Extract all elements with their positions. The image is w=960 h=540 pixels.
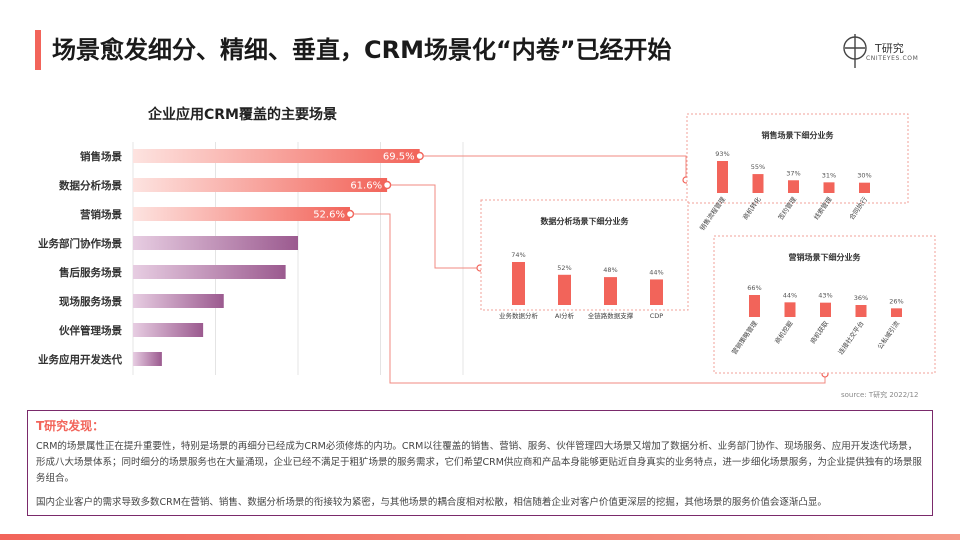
sub-bar <box>823 182 835 193</box>
source-note: source: T研究 2022/12 <box>841 391 919 399</box>
bar-end-marker <box>345 209 355 219</box>
category-label: 售后服务场景 <box>59 266 122 279</box>
title-accent-bar <box>35 30 41 70</box>
logo-subtitle: CNITEYES.COM <box>866 55 919 62</box>
sub-panel-title: 数据分析场景下细分业务 <box>541 216 630 226</box>
category-label: 现场服务场景 <box>59 295 122 308</box>
sub-bar <box>788 180 799 193</box>
sub-bar <box>558 274 571 305</box>
sub-bar <box>855 305 867 317</box>
sub-panels: 销售场景下细分业务93%销售流程管理55%商机转化37%签约管理31%线索管理3… <box>480 113 936 374</box>
main-bars: 销售场景 69.5% 数据分析场景 61.6% 营销场景 52.6% 业务部门协作场景售后服… <box>38 149 424 366</box>
sub-bar <box>512 262 525 305</box>
findings-title: T研究发现： <box>36 419 105 433</box>
sub-bar-value: 66% <box>747 284 761 292</box>
page-title: 场景愈发细分、精细、垂直，CRM场景化“内卷”已经开始 <box>52 36 672 64</box>
bar <box>133 323 204 337</box>
sub-bar-value: 36% <box>854 294 868 302</box>
sub-bar <box>820 302 831 317</box>
sub-bar-value: 74% <box>511 251 525 259</box>
sub-category-label: AI分析 <box>555 311 575 320</box>
bar <box>133 178 388 192</box>
sub-bar <box>891 308 902 317</box>
connector-line <box>390 184 480 269</box>
sub-panel-title: 营销场景下细分业务 <box>789 252 862 262</box>
category-label: 业务应用开发迭代 <box>38 353 122 366</box>
sub-bar-value: 30% <box>857 172 871 180</box>
sub-bar-value: 31% <box>822 171 836 179</box>
sub-category-label: 全链路数据支撑 <box>588 311 634 320</box>
sub-bar <box>784 302 796 317</box>
logo-icon <box>843 34 867 68</box>
bar <box>133 149 420 163</box>
sub-bar-value: 26% <box>889 297 903 305</box>
category-label: 营销场景 <box>80 208 122 221</box>
connector-line <box>423 155 687 180</box>
bar-end-marker <box>415 151 424 161</box>
sub-bar-value: 44% <box>649 268 663 276</box>
bar <box>133 236 298 250</box>
logo-name: T研究 <box>875 42 904 55</box>
sub-bar <box>604 277 617 305</box>
bar-end-marker <box>382 180 392 190</box>
sub-bar-value: 44% <box>783 291 797 299</box>
chart-title: 企业应用CRM覆盖的主要场景 <box>148 107 337 123</box>
sub-bar <box>749 295 760 317</box>
sub-bar <box>752 174 764 193</box>
bar <box>133 207 350 221</box>
bar-value-label: 69.5% <box>383 152 415 163</box>
bar-value-label: 52.6% <box>313 210 345 221</box>
footer-accent-bar <box>0 534 960 540</box>
sub-bar-value: 55% <box>751 163 765 171</box>
category-label: 伙伴管理场景 <box>59 324 122 337</box>
connector-line <box>353 213 826 384</box>
findings-box: T研究发现： CRM的场景属性正在提升重要性，特别是场景的再细分已经成为CRM必… <box>27 410 933 516</box>
sub-bar-value: 52% <box>557 264 571 272</box>
bar <box>133 352 162 366</box>
bar-value-label: 61.6% <box>350 181 382 192</box>
sub-category-label: 业务数据分析 <box>499 311 539 320</box>
sub-panel-title: 销售场景下细分业务 <box>762 130 835 140</box>
bar <box>133 294 224 308</box>
sub-bar <box>859 182 870 193</box>
findings-paragraph-2: 国内企业客户的需求导致多数CRM在营销、销售、数据分析场景的衔接较为紧密，与其他… <box>36 497 827 508</box>
sub-bar <box>717 161 728 193</box>
sub-bar-value: 48% <box>603 266 617 274</box>
findings-paragraph-1: CRM的场景属性正在提升重要性，特别是场景的再细分已经成为CRM必须修炼的内功。… <box>36 441 922 484</box>
main-chart: 销售场景 69.5% 数据分析场景 61.6% 营销场景 52.6% 业务部门协作场景售后服… <box>38 113 936 384</box>
category-label: 数据分析场景 <box>58 179 122 192</box>
sub-bar <box>650 279 663 305</box>
bar <box>133 265 286 279</box>
category-label: 业务部门协作场景 <box>38 237 122 250</box>
sub-category-label: CDP <box>650 312 664 320</box>
gridlines <box>132 142 464 375</box>
category-label: 销售场景 <box>80 150 122 163</box>
sub-bar-value: 43% <box>818 292 832 300</box>
sub-bar-value: 93% <box>715 150 729 158</box>
sub-bar-value: 37% <box>786 169 800 177</box>
